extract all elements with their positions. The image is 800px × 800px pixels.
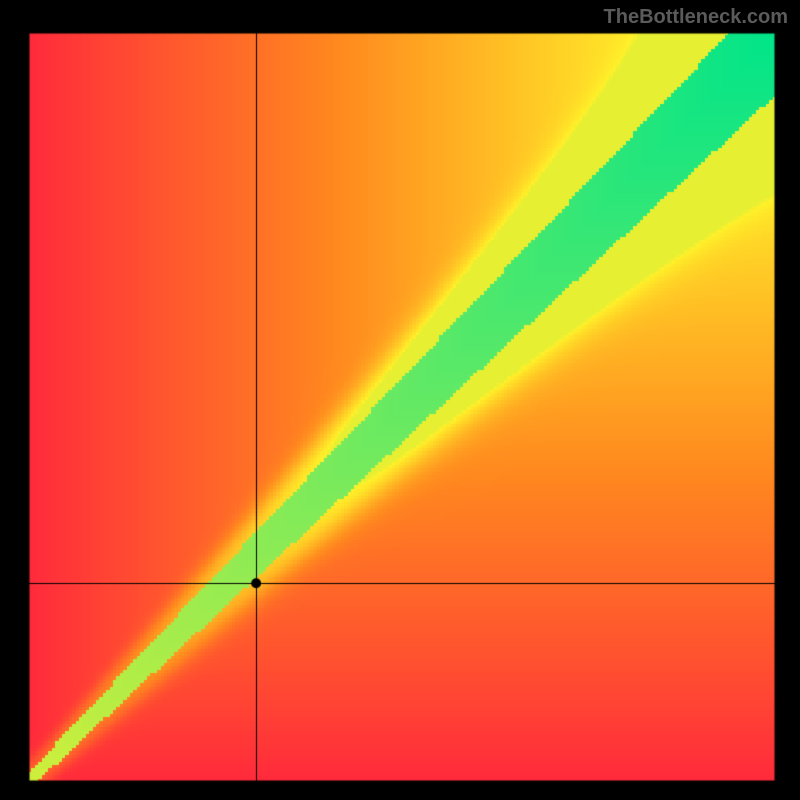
attribution-label: TheBottleneck.com xyxy=(604,6,788,29)
heatmap-canvas xyxy=(0,0,800,800)
bottleneck-heatmap-container: TheBottleneck.com xyxy=(0,0,800,800)
